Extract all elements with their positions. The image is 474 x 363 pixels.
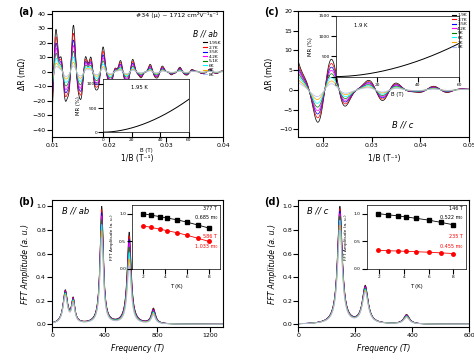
Text: B // c: B // c <box>392 120 414 129</box>
Text: (d): (d) <box>264 197 280 207</box>
Y-axis label: ΔR (mΩ): ΔR (mΩ) <box>264 58 273 90</box>
Text: B // ab: B // ab <box>193 30 218 39</box>
Text: B // c: B // c <box>307 206 328 215</box>
Text: (b): (b) <box>18 197 34 207</box>
Text: #34 ⟨μ⟩ ~ 1712 cm²V⁻¹s⁻¹: #34 ⟨μ⟩ ~ 1712 cm²V⁻¹s⁻¹ <box>136 12 218 18</box>
Y-axis label: FFT Amplitude (a. u.): FFT Amplitude (a. u.) <box>268 224 277 303</box>
Y-axis label: ΔR (mΩ): ΔR (mΩ) <box>18 58 27 90</box>
Text: B // ab: B // ab <box>63 206 90 215</box>
Text: (c): (c) <box>264 7 279 17</box>
Text: (a): (a) <box>18 7 34 17</box>
Legend: 1.95K, 2.7K, 3.5K, 4.2K, 5.1K, 6K, 7K, 8K: 1.95K, 2.7K, 3.5K, 4.2K, 5.1K, 6K, 7K, 8… <box>203 41 221 77</box>
Y-axis label: FFT Amplitude (a. u.): FFT Amplitude (a. u.) <box>21 224 30 303</box>
X-axis label: 1/B (T⁻¹): 1/B (T⁻¹) <box>121 154 154 163</box>
X-axis label: Frequency (T): Frequency (T) <box>111 343 164 352</box>
X-axis label: Frequency (T): Frequency (T) <box>357 343 410 352</box>
X-axis label: 1/B (T⁻¹): 1/B (T⁻¹) <box>367 154 400 163</box>
Legend: 1.9K, 2.7K, 3.5K, 4.2K, 5K, 6K, 7K, 8K: 1.9K, 2.7K, 3.5K, 4.2K, 5K, 6K, 7K, 8K <box>452 13 467 49</box>
